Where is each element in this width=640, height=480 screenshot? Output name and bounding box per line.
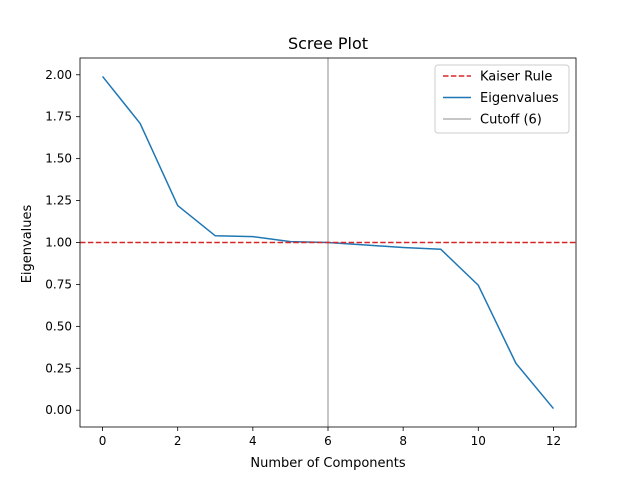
x-tick-label: 0 bbox=[99, 434, 107, 448]
plot-area: 0 2 4 6 8 10 12 0.00 0.25 0.50 0.75 1.00 1.25 1.50 1.7… bbox=[45, 57, 577, 448]
legend-label-eigenvalues: Eigenvalues bbox=[480, 91, 559, 106]
x-tick-label: 8 bbox=[399, 434, 407, 448]
y-tick-label: 1.75 bbox=[45, 110, 72, 124]
chart-title: Scree Plot bbox=[288, 34, 368, 53]
legend-label-cutoff-6: Cutoff (6) bbox=[480, 113, 542, 128]
legend-label-kaiser-rule: Kaiser Rule bbox=[480, 70, 552, 85]
y-axis-label: Eigenvalues bbox=[20, 204, 35, 283]
y-tick-label: 1.50 bbox=[45, 152, 72, 166]
y-tick-label: 1.25 bbox=[45, 194, 72, 208]
x-tick-label: 2 bbox=[174, 434, 182, 448]
x-tick-label: 10 bbox=[471, 434, 486, 448]
y-tick-label: 2.00 bbox=[45, 68, 72, 82]
legend: Kaiser Rule Eigenvalues Cutoff (6) bbox=[434, 64, 570, 134]
y-tick-label: 1.00 bbox=[45, 236, 72, 250]
x-tick-label: 4 bbox=[249, 434, 257, 448]
y-tick-label: 0.00 bbox=[45, 403, 72, 417]
y-tick-label: 0.75 bbox=[45, 277, 72, 291]
y-tick-label: 0.50 bbox=[45, 319, 72, 333]
y-tick-label: 0.25 bbox=[45, 361, 72, 375]
x-tick-label: 6 bbox=[324, 434, 332, 448]
legend-box bbox=[434, 64, 570, 134]
x-axis-label: Number of Components bbox=[250, 456, 405, 471]
x-tick-label: 12 bbox=[546, 434, 561, 448]
